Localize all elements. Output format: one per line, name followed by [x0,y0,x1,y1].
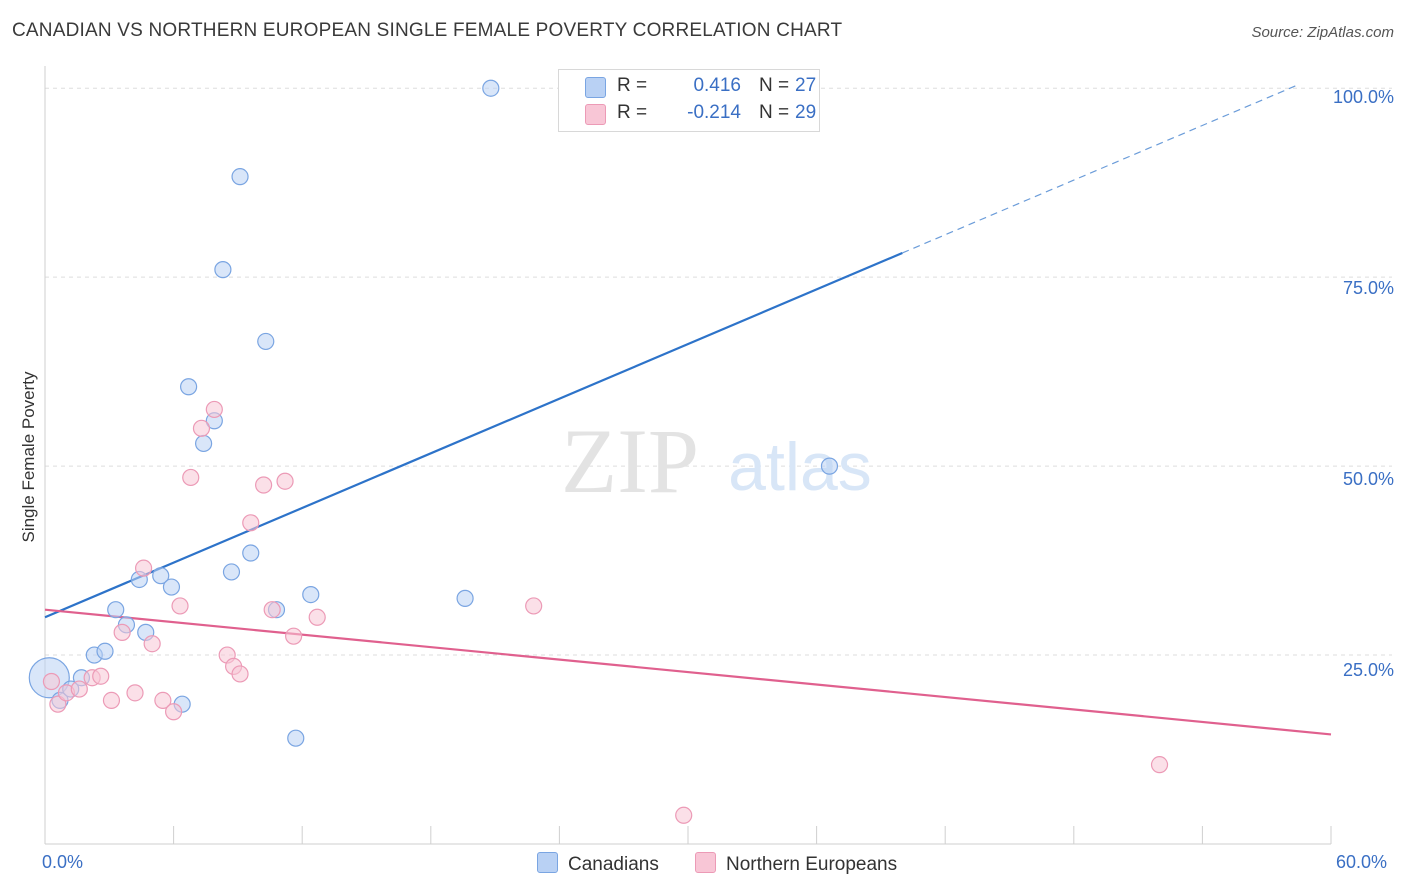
x-tick-label-min: 0.0% [42,852,84,872]
canadians-point [107,601,125,619]
northern-europeans-swatch [695,852,716,873]
y-tick-label: 25.0% [1342,660,1394,680]
n-value: 29 [795,102,817,123]
canadians-trend-extension [902,83,1300,254]
northern-europeans-point [285,627,303,645]
canadians-point [222,563,241,581]
northern-europeans-trend-line [44,608,1332,736]
northern-europeans-point [192,419,211,437]
watermark-atlas: atlas [728,429,872,505]
y-tick-label: 75.0% [1342,278,1394,298]
y-tick-label: 100.0% [1332,87,1394,107]
canadians-point [231,168,249,186]
canadians-point [482,79,500,97]
northern-europeans-point [154,691,172,710]
legend-canadians-label: Canadians [568,854,659,875]
northern-europeans-point [308,608,326,626]
r-value: -0.214 [687,102,741,123]
canadians-swatch [585,77,606,98]
northern-europeans-point [102,691,121,710]
northern-europeans-point [113,623,131,641]
northern-europeans-point [242,514,260,532]
gridlines [45,87,1392,656]
canadians-point [257,332,275,351]
n-label: N = [759,102,790,123]
northern-europeans-point [42,672,61,691]
northern-europeans-point [276,472,294,490]
northern-europeans-point [1150,756,1169,774]
r-label: R = [617,102,648,123]
northern-europeans-point [675,806,693,824]
northern-europeans-point [255,476,273,494]
legend-northern-europeans-label: Northern Europeans [726,854,898,875]
canadians-point [287,729,305,747]
northern-europeans-point [171,597,189,615]
northern-europeans-point [525,597,543,615]
northern-europeans-swatch [585,104,606,125]
canadians-point [180,378,198,396]
x-tick-label-max: 60.0% [1336,852,1388,872]
northern-europeans-point [263,601,281,619]
northern-europeans-point [70,680,88,698]
canadians-point [456,589,474,607]
n-value: 27 [795,75,817,96]
northern-europeans-point [49,695,67,713]
canadians-point [96,642,114,660]
canadians-point [162,578,181,596]
northern-europeans-point [231,665,249,683]
northern-europeans-point [143,635,161,653]
r-label: R = [617,75,648,96]
legend-canadians[interactable]: Canadians [537,852,659,876]
chart-title: CANADIAN VS NORTHERN EUROPEAN SINGLE FEM… [12,20,843,41]
chart-source: Source: ZipAtlas.com [1251,24,1394,41]
y-axis-label: Single Female Poverty [19,371,38,543]
canadians-point [214,261,232,279]
watermark-zip: ZIP [561,410,699,512]
legend-northern-europeans[interactable]: Northern Europeans [695,852,897,876]
axes [44,66,1332,845]
canadians-point [242,544,260,562]
northern-europeans-point [126,684,144,702]
canadians-point [820,457,839,475]
data-points [28,79,1169,824]
northern-europeans-point [165,703,183,721]
northern-europeans-point [134,559,153,577]
canadians-point [302,585,320,604]
canadians-point [152,567,170,585]
r-value: 0.416 [693,75,741,96]
canadians-point [195,434,213,453]
northern-europeans-point [92,667,110,685]
n-label: N = [759,75,790,96]
northern-europeans-point [182,468,200,487]
trend-lines [44,83,1332,736]
stats-legend: R = 0.416 N = 27 R = -0.214 N = 29 [558,69,820,132]
northern-europeans-point [205,400,223,419]
y-tick-label: 50.0% [1342,469,1394,489]
canadians-trend-line [44,251,903,619]
canadians-swatch [537,852,558,873]
